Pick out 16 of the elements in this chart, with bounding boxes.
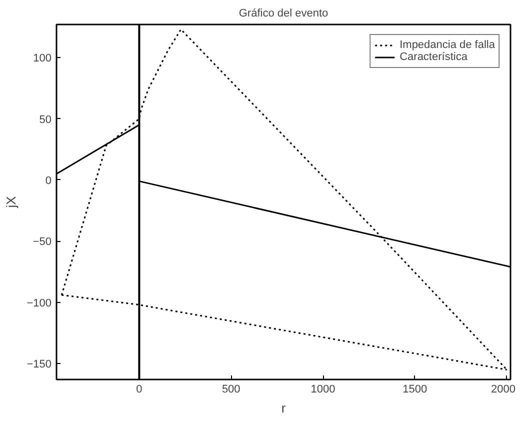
y-tick-label: 0 [45, 174, 52, 187]
x-tick-label: 500 [222, 384, 240, 396]
legend-label: Característica [400, 51, 468, 63]
y-tick-label: −100 [26, 297, 52, 310]
x-tick-label: 1000 [310, 384, 336, 396]
y-tick-label: 50 [39, 114, 52, 126]
chart-title: Gráfico del evento [238, 8, 328, 20]
legend-label: Impedancia de falla [400, 39, 495, 51]
y-axis-title: jX [4, 196, 19, 209]
y-tick-label: −50 [32, 236, 52, 248]
y-tick-label: 100 [33, 52, 52, 65]
x-tick-label: 1500 [402, 384, 428, 396]
x-tick-label: 2000 [491, 384, 516, 396]
x-tick-label: 0 [136, 384, 142, 396]
y-tick-label: −150 [26, 358, 52, 371]
x-axis-title: r [281, 400, 286, 416]
